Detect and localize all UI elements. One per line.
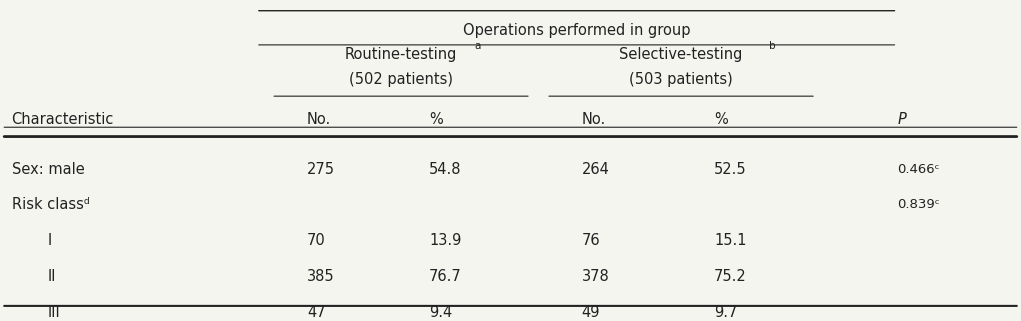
Text: III: III	[47, 305, 60, 320]
Text: I: I	[47, 233, 51, 248]
Text: Routine-testing: Routine-testing	[345, 47, 457, 62]
Text: Sex: male: Sex: male	[11, 162, 85, 177]
Text: 378: 378	[582, 269, 610, 284]
Text: 75.2: 75.2	[714, 269, 747, 284]
Text: 9.7: 9.7	[714, 305, 737, 320]
Text: 13.9: 13.9	[429, 233, 461, 248]
Text: No.: No.	[307, 112, 331, 127]
Text: (502 patients): (502 patients)	[349, 72, 453, 87]
Text: b: b	[770, 41, 776, 51]
Text: 52.5: 52.5	[714, 162, 746, 177]
Text: No.: No.	[582, 112, 606, 127]
Text: 70: 70	[307, 233, 326, 248]
Text: 0.839ᶜ: 0.839ᶜ	[897, 198, 940, 212]
Text: (503 patients): (503 patients)	[629, 72, 733, 87]
Text: Risk classᵈ: Risk classᵈ	[11, 197, 89, 213]
Text: Characteristic: Characteristic	[11, 112, 114, 127]
Text: a: a	[474, 41, 481, 51]
Text: %: %	[429, 112, 443, 127]
Text: 47: 47	[307, 305, 326, 320]
Text: 275: 275	[307, 162, 335, 177]
Text: 49: 49	[582, 305, 600, 320]
Text: %: %	[714, 112, 728, 127]
Text: 15.1: 15.1	[714, 233, 746, 248]
Text: II: II	[47, 269, 56, 284]
Text: 264: 264	[582, 162, 610, 177]
Text: 54.8: 54.8	[429, 162, 461, 177]
Text: Selective-testing: Selective-testing	[620, 47, 742, 62]
Text: 76.7: 76.7	[429, 269, 461, 284]
Text: Operations performed in group: Operations performed in group	[463, 23, 690, 39]
Text: 0.466ᶜ: 0.466ᶜ	[897, 163, 940, 176]
Text: 76: 76	[582, 233, 600, 248]
Text: 385: 385	[307, 269, 335, 284]
Text: 9.4: 9.4	[429, 305, 452, 320]
Text: P: P	[897, 112, 907, 127]
